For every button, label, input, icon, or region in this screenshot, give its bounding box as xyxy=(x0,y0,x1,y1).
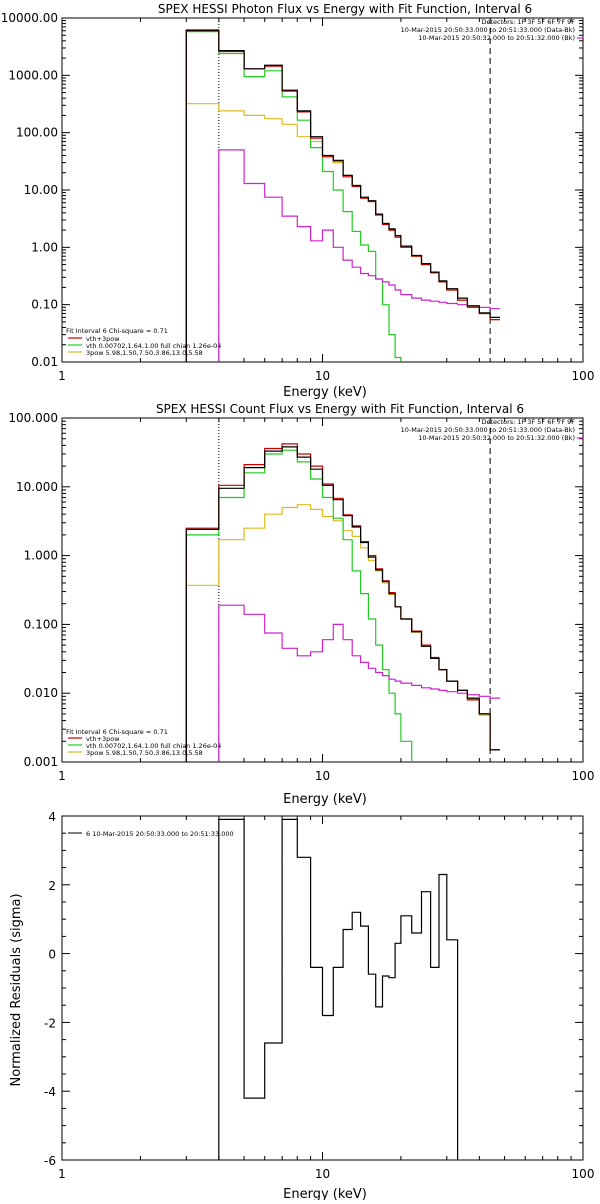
x-tick-label: 10 xyxy=(315,1167,330,1181)
series-data-line xyxy=(185,30,500,362)
x-tick-label: 10 xyxy=(315,369,330,383)
photon-legend-sum: vth+3pow xyxy=(86,335,120,343)
series-bkg-line xyxy=(218,604,500,762)
count-legend-3pow: 3pow 5.98,1.50,7.50,3.86,13.0,5.58 xyxy=(86,749,203,757)
photon-legend-3pow: 3pow 5.98,1.50,7.50,3.86,13.0,5.58 xyxy=(86,349,203,357)
photon-fit-header: Fit Interval 6 Chi-square = 0.71 xyxy=(66,327,168,335)
series-data-line xyxy=(185,446,500,762)
series-3pow-line xyxy=(185,103,500,362)
plot-area xyxy=(218,818,459,1160)
x-tick-label: 100 xyxy=(572,369,595,383)
count-legend-sum: vth+3pow xyxy=(86,735,120,743)
residuals-x-axis-label: Energy (keV) xyxy=(283,1187,367,1200)
count-flux-panel: SPEX HESSI Count Flux vs Energy with Fit… xyxy=(8,402,594,807)
plot-area xyxy=(185,18,500,362)
y-tick-label: 0.010 xyxy=(24,686,58,700)
y-tick-label: 2 xyxy=(48,879,56,893)
photon-flux-panel: SPEX HESSI Photon Flux vs Energy with Fi… xyxy=(1,2,595,400)
residuals-panel: Energy (keV) Normalized Residuals (sigma… xyxy=(9,810,595,1202)
count-fit-header: Fit Interval 6 Chi-square = 0.71 xyxy=(66,728,168,736)
y-tick-label: -6 xyxy=(44,1154,56,1168)
y-tick-label: 0.10 xyxy=(31,298,58,312)
count-time-note-bkg: 10-Mar-2015 20:50:32.000 to 20:51:32.000… xyxy=(418,434,575,442)
y-tick-label: 100.000 xyxy=(8,411,58,425)
plot-area xyxy=(185,418,500,762)
y-tick-label: 100.00 xyxy=(16,126,58,140)
axes-frame xyxy=(61,17,584,363)
y-tick-label: 0.001 xyxy=(24,755,58,769)
y-tick-label: 10000.00 xyxy=(1,11,58,25)
x-tick-label: 100 xyxy=(572,769,595,783)
y-tick-label: 0.100 xyxy=(24,617,58,631)
series-vth-line xyxy=(185,31,402,362)
x-tick-label: 1 xyxy=(58,1167,66,1181)
photon-time-note-data: 10-Mar-2015 20:50:33.000 to 20:51:33.000… xyxy=(401,26,575,34)
y-tick-label: 10.00 xyxy=(24,183,58,197)
x-tick-label: 1 xyxy=(58,769,66,783)
x-tick-label: 100 xyxy=(572,1167,595,1181)
series-vth-plus-3pow-line xyxy=(185,29,500,362)
count-detectors-note: Detectors: 1F 3F 5F 6F 7F 9F xyxy=(481,418,575,426)
series-vth-line xyxy=(185,449,413,762)
y-tick-label: -2 xyxy=(44,1016,56,1030)
x-tick-label: 10 xyxy=(315,769,330,783)
y-tick-label: 4 xyxy=(48,810,56,824)
photon-detectors-note: Detectors: 1F 3F 5F 6F 7F 9F xyxy=(481,18,575,26)
residuals-legend-entry: 6 10-Mar-2015 20:50:33.000 to 20:51:33.0… xyxy=(86,830,234,838)
y-tick-label: -4 xyxy=(44,1085,56,1099)
count-panel-title: SPEX HESSI Count Flux vs Energy with Fit… xyxy=(156,402,524,416)
series-residuals-line xyxy=(218,818,459,1160)
residuals-y-axis-label: Normalized Residuals (sigma) xyxy=(9,893,24,1086)
y-tick-label: 1.00 xyxy=(31,240,58,254)
x-tick-label: 1 xyxy=(58,369,66,383)
photon-panel-title: SPEX HESSI Photon Flux vs Energy with Fi… xyxy=(158,2,532,16)
y-tick-label: 1.000 xyxy=(24,549,58,563)
y-tick-label: 1000.00 xyxy=(8,68,58,82)
photon-time-note-bkg: 10-Mar-2015 20:50:32.000 to 20:51:32.000… xyxy=(418,34,575,42)
series-vth-plus-3pow-line xyxy=(185,443,500,762)
count-time-note-data: 10-Mar-2015 20:50:33.000 to 20:51:33.000… xyxy=(401,426,575,434)
y-tick-label: 10.000 xyxy=(16,480,58,494)
count-legend-vth: vth 0.00702,1.64,1.00 full chian 1.26e-0… xyxy=(86,742,221,750)
count-x-axis-label: Energy (keV) xyxy=(283,792,367,807)
photon-x-axis-label: Energy (keV) xyxy=(283,385,367,400)
photon-legend-vth: vth 0.00702,1.64,1.00 full chian 1.26e-0… xyxy=(86,342,221,350)
y-tick-label: 0.01 xyxy=(31,355,58,369)
series-bkg-line xyxy=(218,149,500,362)
y-tick-label: 0 xyxy=(48,948,56,962)
